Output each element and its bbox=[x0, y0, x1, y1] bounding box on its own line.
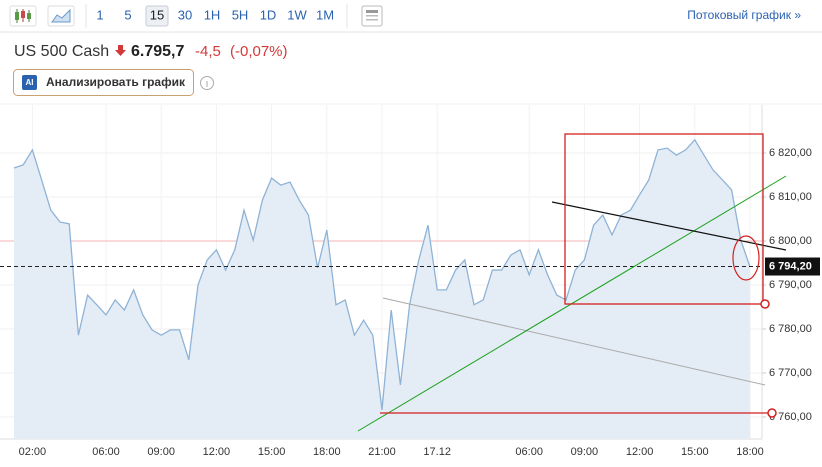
drawing-handle[interactable] bbox=[760, 299, 770, 309]
settings-icon-part bbox=[366, 19, 378, 21]
interval-button[interactable]: 5H bbox=[232, 7, 249, 22]
analyze-button[interactable]: AI Анализировать график bbox=[13, 69, 194, 96]
change-percent: (-0,07%) bbox=[230, 43, 288, 60]
current-price-tag bbox=[765, 257, 820, 276]
interval-button[interactable]: 1H bbox=[204, 7, 221, 22]
x-tick-label: 09:00 bbox=[571, 446, 599, 458]
x-tick-label: 15:00 bbox=[258, 446, 286, 458]
y-tick-label: 6 780,00 bbox=[769, 323, 812, 335]
ai-badge: AI bbox=[26, 78, 34, 87]
price-line bbox=[13, 138, 751, 411]
selected-interval-bg bbox=[145, 5, 169, 27]
candle-icon-part bbox=[21, 11, 25, 18]
interval-button[interactable]: 1 bbox=[96, 7, 103, 22]
x-tick-label: 12:00 bbox=[626, 446, 654, 458]
x-tick-label: 15:00 bbox=[681, 446, 709, 458]
info-icon[interactable] bbox=[200, 76, 214, 90]
box-drawing[interactable] bbox=[564, 133, 764, 305]
interval-button[interactable]: 1D bbox=[260, 7, 277, 22]
y-tick-label: 6 790,00 bbox=[769, 279, 812, 291]
area-fill bbox=[14, 139, 750, 440]
interval-button[interactable]: 5 bbox=[124, 7, 131, 22]
x-tick-label: 21:00 bbox=[368, 446, 396, 458]
x-tick-label: 09:00 bbox=[147, 446, 175, 458]
ellipse-drawing[interactable] bbox=[732, 235, 760, 281]
current-price-label: 6 794,20 bbox=[769, 260, 812, 272]
y-tick-label: 6 800,00 bbox=[769, 235, 812, 247]
area-icon-shape bbox=[51, 8, 71, 23]
settings-icon-part bbox=[366, 15, 378, 17]
x-tick-label: 18:00 bbox=[736, 446, 764, 458]
interval-button[interactable]: 1W bbox=[287, 7, 307, 22]
settings-icon-part bbox=[366, 10, 378, 13]
interval-button[interactable]: 15 bbox=[150, 7, 164, 22]
toolbar: 1 5 15 30 1H 5H 1D 1W 1M Потоковый график » bbox=[0, 4, 822, 33]
price-tag: 6 794,20 bbox=[765, 257, 820, 276]
x-tick-label: 17.12 bbox=[423, 446, 451, 458]
down-arrow bbox=[115, 45, 126, 56]
analyze-label[interactable]: Анализировать график bbox=[46, 75, 186, 89]
trend-line-black[interactable] bbox=[551, 201, 787, 251]
drawing-handle[interactable] bbox=[767, 408, 777, 418]
drawings bbox=[357, 133, 787, 432]
x-tick-label: 12:00 bbox=[203, 446, 231, 458]
candle-icon-part bbox=[27, 13, 31, 19]
stream-link[interactable]: Потоковый график » bbox=[687, 8, 801, 22]
x-tick-label: 06:00 bbox=[515, 446, 543, 458]
y-tick-label: 6 810,00 bbox=[769, 191, 812, 203]
y-tick-label: 6 760,00 bbox=[769, 411, 812, 423]
x-tick-label: 18:00 bbox=[313, 446, 341, 458]
x-tick-label: 06:00 bbox=[92, 446, 120, 458]
change: -4,5 bbox=[195, 43, 221, 60]
y-tick-label: 6 770,00 bbox=[769, 367, 812, 379]
price: 6.795,7 bbox=[131, 43, 184, 60]
ai-badge-bg bbox=[22, 75, 37, 90]
quote: US 500 Cash 6.795,7 -4,5 (-0,07%) bbox=[14, 43, 288, 60]
trend-line-grey[interactable] bbox=[382, 297, 766, 386]
analyze-button-frame[interactable] bbox=[13, 69, 194, 96]
x-tick-label: 02:00 bbox=[19, 446, 47, 458]
y-tick-label: 6 820,00 bbox=[769, 147, 812, 159]
instrument-name: US 500 Cash bbox=[14, 43, 109, 60]
interval-button[interactable]: 30 bbox=[178, 7, 192, 22]
candle-icon-part bbox=[15, 12, 19, 20]
interval-buttons: 1 5 15 30 1H 5H 1D 1W 1M bbox=[96, 5, 334, 27]
interval-button[interactable]: 1M bbox=[316, 7, 334, 22]
plot: Investing.com6 760,006 770,006 780,006 7… bbox=[0, 105, 812, 458]
